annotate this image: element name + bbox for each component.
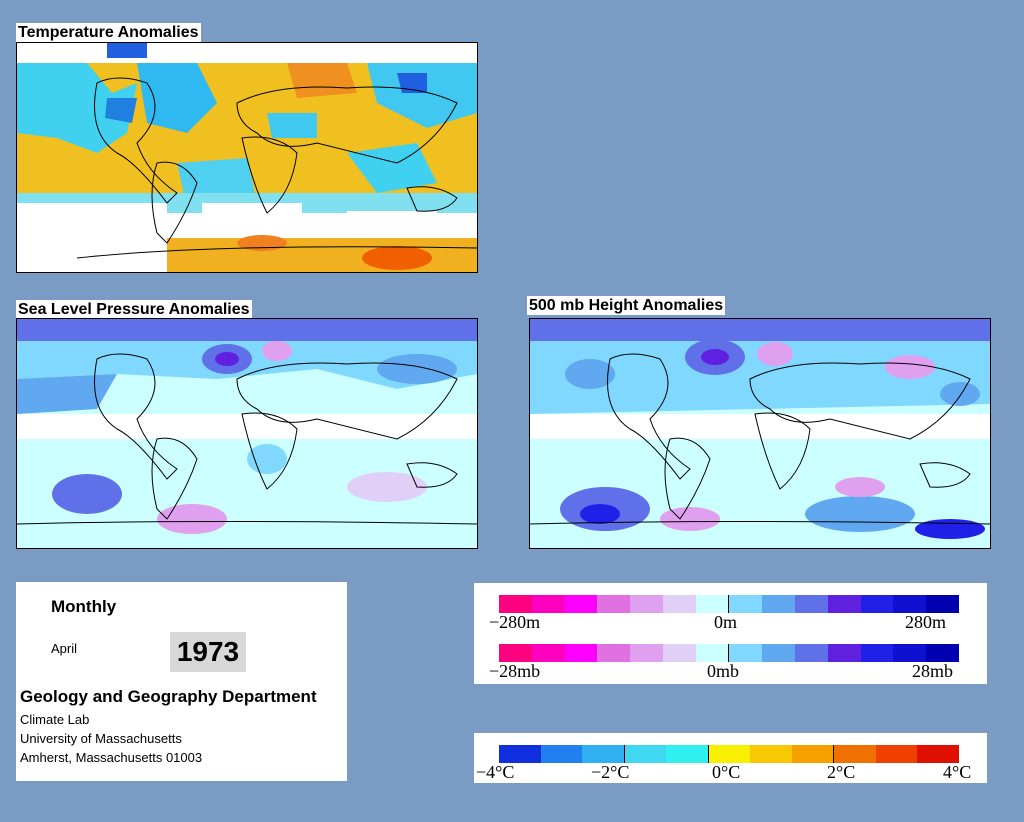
temp-label-0: −4°C — [476, 762, 515, 782]
color-swatch — [630, 595, 663, 613]
color-swatch — [893, 595, 927, 613]
color-swatch — [791, 745, 834, 763]
temp-label-2: 0°C — [712, 762, 741, 782]
color-swatch — [531, 644, 565, 662]
color-swatch — [926, 595, 959, 613]
color-swatch — [833, 745, 876, 763]
color-swatch — [860, 595, 894, 613]
color-swatch — [666, 745, 708, 763]
color-swatch — [564, 644, 598, 662]
department-label: Geology and Geography Department — [20, 687, 317, 706]
color-swatch — [662, 644, 696, 662]
color-swatch — [875, 745, 918, 763]
color-swatch — [499, 644, 532, 662]
temp-label-3: 2°C — [827, 762, 856, 782]
temperature-color-bar — [499, 745, 960, 763]
color-swatch — [695, 595, 729, 613]
university-label: University of Massachusetts — [20, 731, 182, 746]
color-swatch — [540, 745, 583, 763]
color-swatch — [795, 595, 828, 613]
height-mid-label: 0m — [714, 612, 738, 632]
color-swatch — [662, 595, 696, 613]
color-swatch — [707, 745, 751, 763]
height500-map — [529, 318, 991, 549]
color-swatch — [827, 595, 861, 613]
color-swatch — [564, 595, 598, 613]
temperature-map — [16, 42, 478, 273]
lab-label: Climate Lab — [20, 712, 90, 727]
temperature-title: Temperature Anomalies — [16, 23, 201, 42]
temp-label-1: −2°C — [591, 762, 630, 782]
anomaly-legend: −280m 0m 280m −28mb 0mb 28mb — [474, 583, 987, 684]
color-swatch — [926, 644, 959, 662]
height-color-bar — [499, 595, 959, 613]
color-swatch — [860, 644, 894, 662]
height500-title: 500 mb Height Anomalies — [527, 296, 726, 315]
temperature-legend: −4°C −2°C 0°C 2°C 4°C — [474, 733, 987, 783]
temp-label-4: 4°C — [943, 762, 972, 782]
color-swatch — [827, 644, 861, 662]
slp-title: Sea Level Pressure Anomalies — [16, 300, 252, 319]
color-swatch — [762, 644, 796, 662]
height-max-label: 280m — [905, 612, 947, 632]
pressure-color-bar — [499, 644, 959, 662]
color-swatch — [531, 595, 565, 613]
color-swatch — [695, 644, 729, 662]
color-swatch — [597, 644, 631, 662]
color-swatch — [597, 595, 631, 613]
color-swatch — [582, 745, 624, 763]
color-swatch — [499, 595, 532, 613]
color-swatch — [750, 745, 792, 763]
info-box: Monthly April 1973 Geology and Geography… — [16, 582, 347, 781]
color-swatch — [728, 644, 763, 662]
address-label: Amherst, Massachusetts 01003 — [20, 750, 203, 765]
pressure-mid-label: 0mb — [707, 661, 740, 681]
pressure-min-label: −28mb — [489, 661, 541, 681]
pressure-max-label: 28mb — [912, 661, 954, 681]
slp-map — [16, 318, 478, 549]
color-swatch — [630, 644, 663, 662]
year-label: 1973 — [170, 632, 246, 672]
color-swatch — [762, 595, 796, 613]
month-label: April — [51, 641, 78, 656]
color-swatch — [917, 745, 960, 763]
color-swatch — [623, 745, 667, 763]
color-swatch — [499, 745, 541, 763]
period-label: Monthly — [51, 597, 117, 616]
color-swatch — [795, 644, 828, 662]
color-swatch — [893, 644, 927, 662]
color-swatch — [728, 595, 763, 613]
height-min-label: −280m — [489, 612, 541, 632]
